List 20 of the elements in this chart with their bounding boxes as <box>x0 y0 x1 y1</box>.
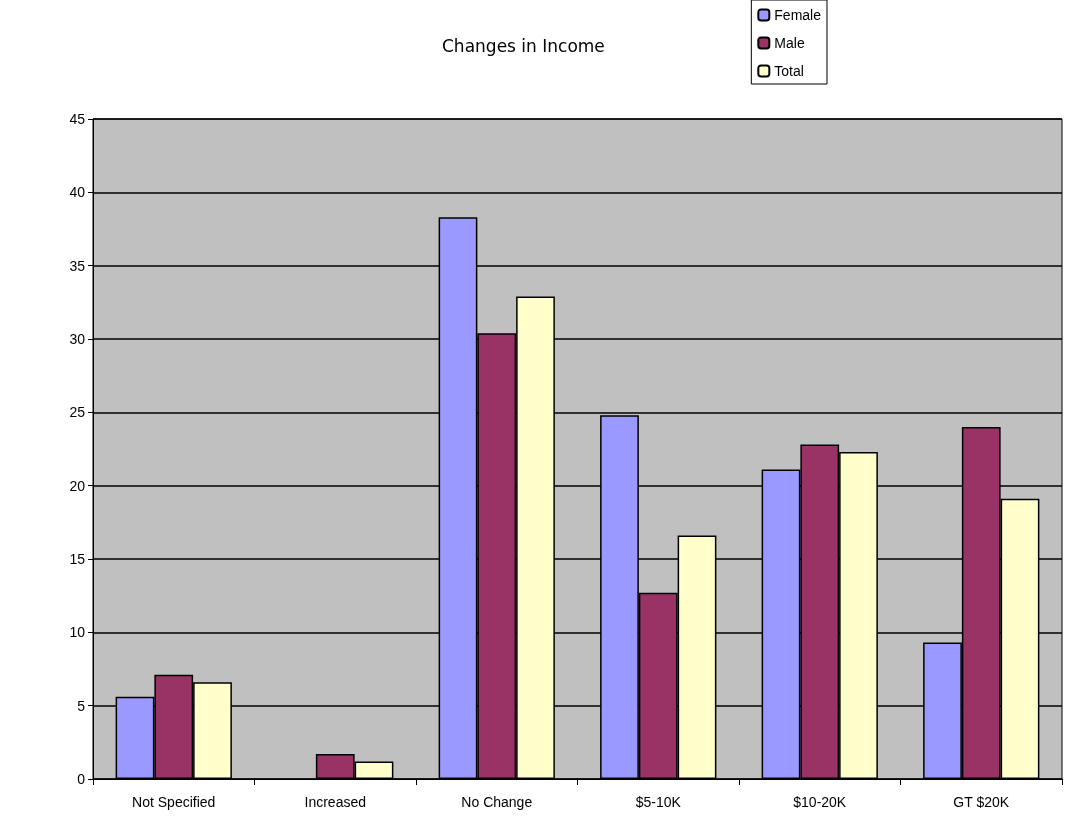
y-tick-label: 10 <box>69 624 86 641</box>
x-tick-label: Not Specified <box>132 794 216 810</box>
x-tick-label: $10-20K <box>793 794 847 810</box>
y-tick-label: 15 <box>69 551 86 567</box>
y-tick-label: 40 <box>69 184 86 201</box>
y-tick-label: 25 <box>69 404 86 421</box>
legend-label: Male <box>774 35 805 51</box>
y-tick-label: 20 <box>69 477 86 494</box>
legend-label: Total <box>774 63 804 79</box>
chart-title: Changes in Income <box>442 35 605 56</box>
y-tick-label: 35 <box>69 257 86 274</box>
x-tick-label: Increased <box>304 794 366 810</box>
x-tick-label: No Change <box>461 794 533 810</box>
y-tick-label: 45 <box>69 111 86 127</box>
legend-label: Female <box>774 7 822 23</box>
x-tick-label: GT $20K <box>953 794 1010 810</box>
x-tick-label: $5-10K <box>635 794 682 810</box>
y-tick-label: 0 <box>77 771 86 787</box>
y-tick-label: 30 <box>69 331 86 347</box>
y-tick-label: 5 <box>77 697 86 714</box>
